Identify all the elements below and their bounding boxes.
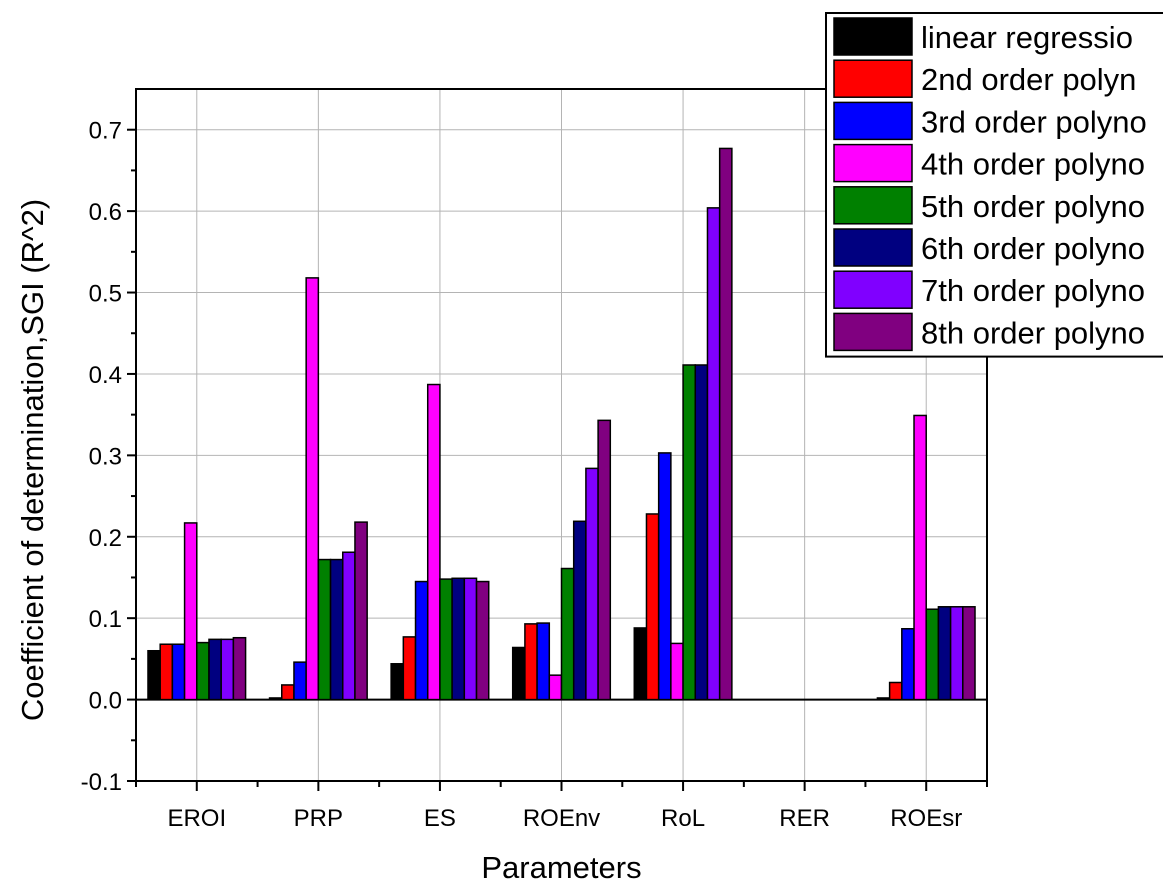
x-tick-label: ROEsr bbox=[890, 805, 962, 832]
bar-es-series-8 bbox=[475, 580, 490, 701]
bar-es-series-6 bbox=[451, 577, 466, 701]
bar-eroi-series-3 bbox=[171, 643, 186, 701]
y-tick-label: 0.5 bbox=[89, 281, 122, 308]
bar-eroi-series-6 bbox=[208, 638, 222, 701]
bar-rol-series-7 bbox=[706, 207, 721, 701]
legend: linear regressio 2nd order polyn 3rd order… bbox=[825, 12, 1163, 358]
bars bbox=[147, 147, 976, 701]
legend-label: 6th order polyno bbox=[921, 231, 1145, 266]
bar-roesr-series-6 bbox=[937, 606, 952, 701]
legend-label: linear regressio bbox=[921, 20, 1133, 55]
y-axis-ticks: -0.1 0.0 0.1 0.2 0.3 0.4 0.5 0.6 0.7 bbox=[81, 118, 136, 796]
y-tick-label: 0.7 bbox=[89, 118, 122, 145]
y-tick-label: 0.4 bbox=[89, 362, 122, 389]
bar-prp-series-5 bbox=[317, 558, 332, 701]
bar-prp-series-3 bbox=[293, 661, 307, 701]
bar-roesr-series-7 bbox=[949, 606, 964, 701]
bar-roenv-series-4 bbox=[548, 674, 563, 701]
bar-roenv-series-7 bbox=[585, 467, 599, 701]
x-tick-label: EROI bbox=[167, 805, 226, 832]
bar-roenv-series-6 bbox=[572, 520, 587, 701]
bar-eroi-series-5 bbox=[196, 641, 210, 701]
bar-es-series-2 bbox=[402, 636, 417, 701]
x-axis-title: Parameters bbox=[481, 850, 641, 881]
bar-roesr-series-1 bbox=[876, 697, 891, 701]
y-tick-label: 0.3 bbox=[89, 443, 122, 470]
bar-eroi-series-1 bbox=[147, 649, 161, 701]
bar-prp-series-7 bbox=[342, 551, 356, 701]
legend-swatch bbox=[833, 59, 913, 98]
y-tick-label: 0.1 bbox=[89, 606, 122, 633]
bar-rol-series-3 bbox=[657, 452, 672, 701]
bar-eroi-series-4 bbox=[183, 522, 198, 701]
bar-roesr-series-2 bbox=[888, 681, 903, 701]
bar-roesr-series-3 bbox=[901, 628, 915, 701]
bar-es-series-5 bbox=[439, 578, 453, 701]
y-tick-label: 0.0 bbox=[89, 688, 122, 715]
y-axis-title: Coefficient of determination,SGI (R^2) bbox=[15, 199, 50, 721]
bar-es-series-7 bbox=[463, 577, 478, 701]
bar-rol-series-6 bbox=[694, 364, 709, 701]
y-tick-label: 0.2 bbox=[89, 525, 122, 552]
y-tick-label: -0.1 bbox=[81, 769, 122, 796]
legend-swatch bbox=[833, 228, 913, 267]
y-tick-label: 0.6 bbox=[89, 199, 122, 226]
bar-roesr-series-8 bbox=[962, 606, 976, 701]
bar-eroi-series-8 bbox=[232, 636, 247, 701]
legend-swatch bbox=[833, 312, 913, 352]
legend-swatch bbox=[833, 17, 913, 56]
bar-prp-series-2 bbox=[281, 684, 295, 701]
x-tick-label: ES bbox=[424, 805, 456, 832]
bar-roesr-series-4 bbox=[913, 414, 927, 701]
bar-rol-series-4 bbox=[670, 642, 684, 701]
bar-roenv-series-1 bbox=[511, 646, 526, 701]
bar-eroi-series-7 bbox=[220, 638, 235, 701]
legend-label: 5th order polyno bbox=[921, 189, 1145, 224]
x-tick-label: ROEnv bbox=[523, 805, 600, 832]
bar-roenv-series-2 bbox=[524, 623, 538, 701]
legend-swatch bbox=[833, 143, 913, 183]
bar-rol-series-8 bbox=[718, 147, 733, 701]
legend-swatch bbox=[833, 270, 913, 309]
bar-prp-series-8 bbox=[354, 521, 368, 701]
legend-label: 3rd order polyno bbox=[921, 104, 1147, 139]
legend-label: 4th order polyno bbox=[921, 147, 1145, 182]
legend-swatch bbox=[833, 186, 913, 225]
legend-label: 8th order polyno bbox=[921, 315, 1145, 350]
bar-prp-series-1 bbox=[268, 697, 283, 701]
bar-roesr-series-5 bbox=[925, 608, 940, 701]
bar-roenv-series-8 bbox=[597, 419, 612, 701]
bar-es-series-3 bbox=[414, 580, 429, 701]
bar-eroi-series-2 bbox=[159, 643, 174, 701]
x-tick-label: RER bbox=[779, 805, 830, 832]
bar-es-series-1 bbox=[390, 663, 405, 701]
bar-rol-series-2 bbox=[645, 513, 660, 701]
legend-swatch bbox=[833, 101, 913, 141]
legend-label: 2nd order polyn bbox=[921, 62, 1136, 97]
bar-rol-series-5 bbox=[682, 364, 697, 701]
bar-roenv-series-5 bbox=[560, 567, 575, 701]
bar-rol-series-1 bbox=[633, 627, 648, 701]
x-axis-ticks: EROI PRP ES ROEnv RoL RER ROEsr bbox=[135, 781, 988, 832]
bar-prp-series-6 bbox=[329, 558, 344, 701]
bar-prp-series-4 bbox=[305, 277, 320, 701]
legend-label: 7th order polyno bbox=[921, 273, 1145, 308]
x-tick-label: PRP bbox=[294, 805, 343, 832]
x-tick-label: RoL bbox=[661, 805, 705, 832]
bar-es-series-4 bbox=[426, 383, 441, 701]
bar-roenv-series-3 bbox=[536, 622, 551, 701]
